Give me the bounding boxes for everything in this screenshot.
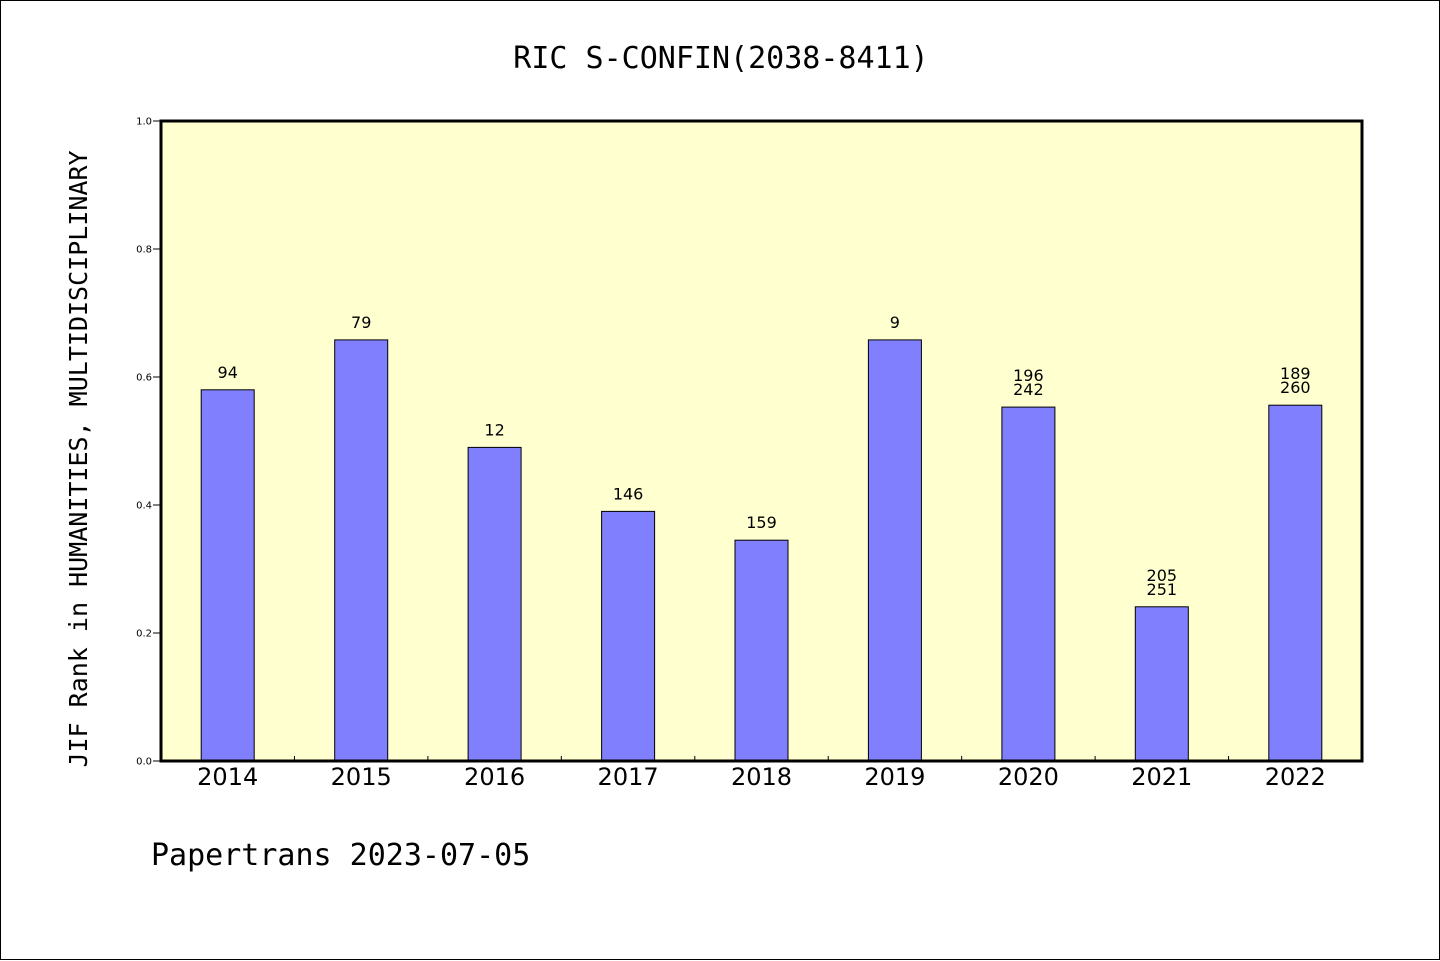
x-tick-label-2018: 2018: [731, 763, 792, 791]
x-tick-label-2014: 2014: [197, 763, 258, 791]
x-tick-label-2021: 2021: [1131, 763, 1192, 791]
y-tick-label-2: 0.4: [136, 501, 152, 512]
data-label-2021-1: 205: [1147, 566, 1178, 585]
bar-2014: [200, 389, 255, 762]
x-tick-label-2020: 2020: [998, 763, 1059, 791]
data-label-2020-1: 196: [1013, 366, 1044, 385]
plot-border: [159, 119, 1364, 763]
data-label-2015: 79: [351, 313, 371, 332]
data-label-2018: 159: [746, 513, 777, 532]
x-tick-label-2022: 2022: [1265, 763, 1326, 791]
data-label-2022-1: 189: [1280, 364, 1311, 383]
footer-credit: Papertrans 2023-07-05: [151, 838, 530, 873]
x-tick-label-2016: 2016: [464, 763, 525, 791]
y-axis-ticks: 0.0 0.2 0.4 0.6 0.8 1.0: [136, 117, 161, 768]
y-axis-label: JIF Rank in HUMANITIES, MULTIDISCIPLINAR…: [64, 150, 93, 767]
bar-2019: [867, 339, 922, 762]
y-tick-label-5: 1.0: [136, 117, 152, 128]
data-label-2017: 146: [613, 484, 644, 503]
data-label-2022-2: 260: [1280, 378, 1311, 397]
x-tick-label-2019: 2019: [864, 763, 925, 791]
bar-2017: [601, 510, 656, 762]
bar-2020: [1001, 406, 1056, 762]
chart-title: RIC S-CONFIN(2038-8411): [513, 41, 928, 76]
bar-2015: [334, 339, 389, 762]
bar-2018: [734, 539, 789, 762]
data-label-2020-2: 242: [1013, 380, 1044, 399]
data-label-2014: 94: [218, 363, 238, 382]
y-tick-label-0: 0.0: [136, 757, 152, 768]
data-label-2021-2: 251: [1147, 580, 1178, 599]
y-tick-label-1: 0.2: [136, 629, 152, 640]
bar-2016: [467, 446, 522, 762]
data-label-2016: 12: [484, 420, 504, 439]
x-tick-label-2015: 2015: [331, 763, 392, 791]
y-tick-label-3: 0.6: [136, 373, 152, 384]
bars-group: [200, 339, 1323, 762]
bar-2021: [1134, 606, 1189, 762]
x-tick-label-2017: 2017: [598, 763, 659, 791]
data-label-2019: 9: [890, 313, 900, 332]
y-tick-label-4: 0.8: [136, 245, 152, 256]
bar-2022: [1268, 404, 1323, 762]
x-axis-ticks: 2014 2015 2016 2017 2018 2019 2020 2021 2022: [197, 756, 1326, 791]
